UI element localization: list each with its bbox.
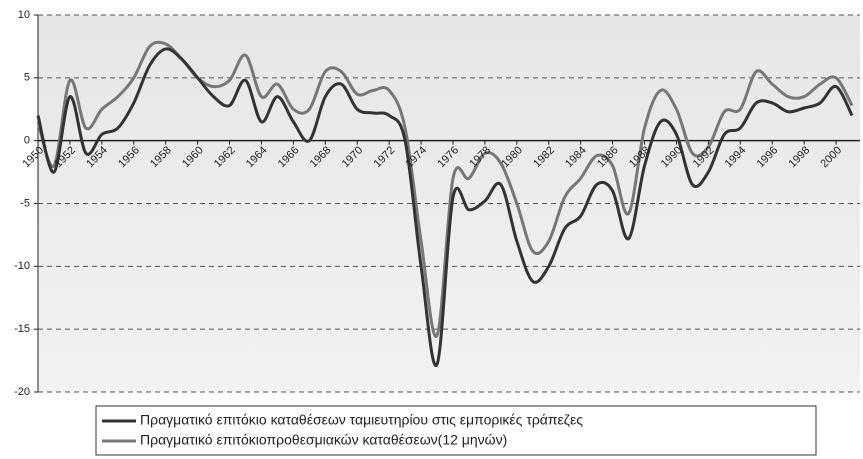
series-line bbox=[36, 47, 854, 368]
y-tick-label: 0 bbox=[24, 135, 30, 147]
legend-label: Πραγματικό επιτόκιο καταθέσεων ταμιευτηρ… bbox=[140, 412, 583, 428]
y-tick-label: 5 bbox=[24, 72, 30, 84]
y-tick-label: -10 bbox=[14, 260, 30, 272]
legend-box bbox=[95, 405, 817, 456]
y-tick-label: -20 bbox=[14, 386, 30, 398]
y-tick-label: -5 bbox=[20, 197, 30, 209]
y-tick-label: -15 bbox=[14, 323, 30, 335]
y-tick-label: 10 bbox=[18, 9, 30, 21]
legend: Πραγματικό επιτόκιο καταθέσεων ταμιευτηρ… bbox=[95, 405, 817, 456]
legend-label: Πραγματικό επιτόκιοπροθεσμιακών καταθέσε… bbox=[140, 432, 507, 448]
